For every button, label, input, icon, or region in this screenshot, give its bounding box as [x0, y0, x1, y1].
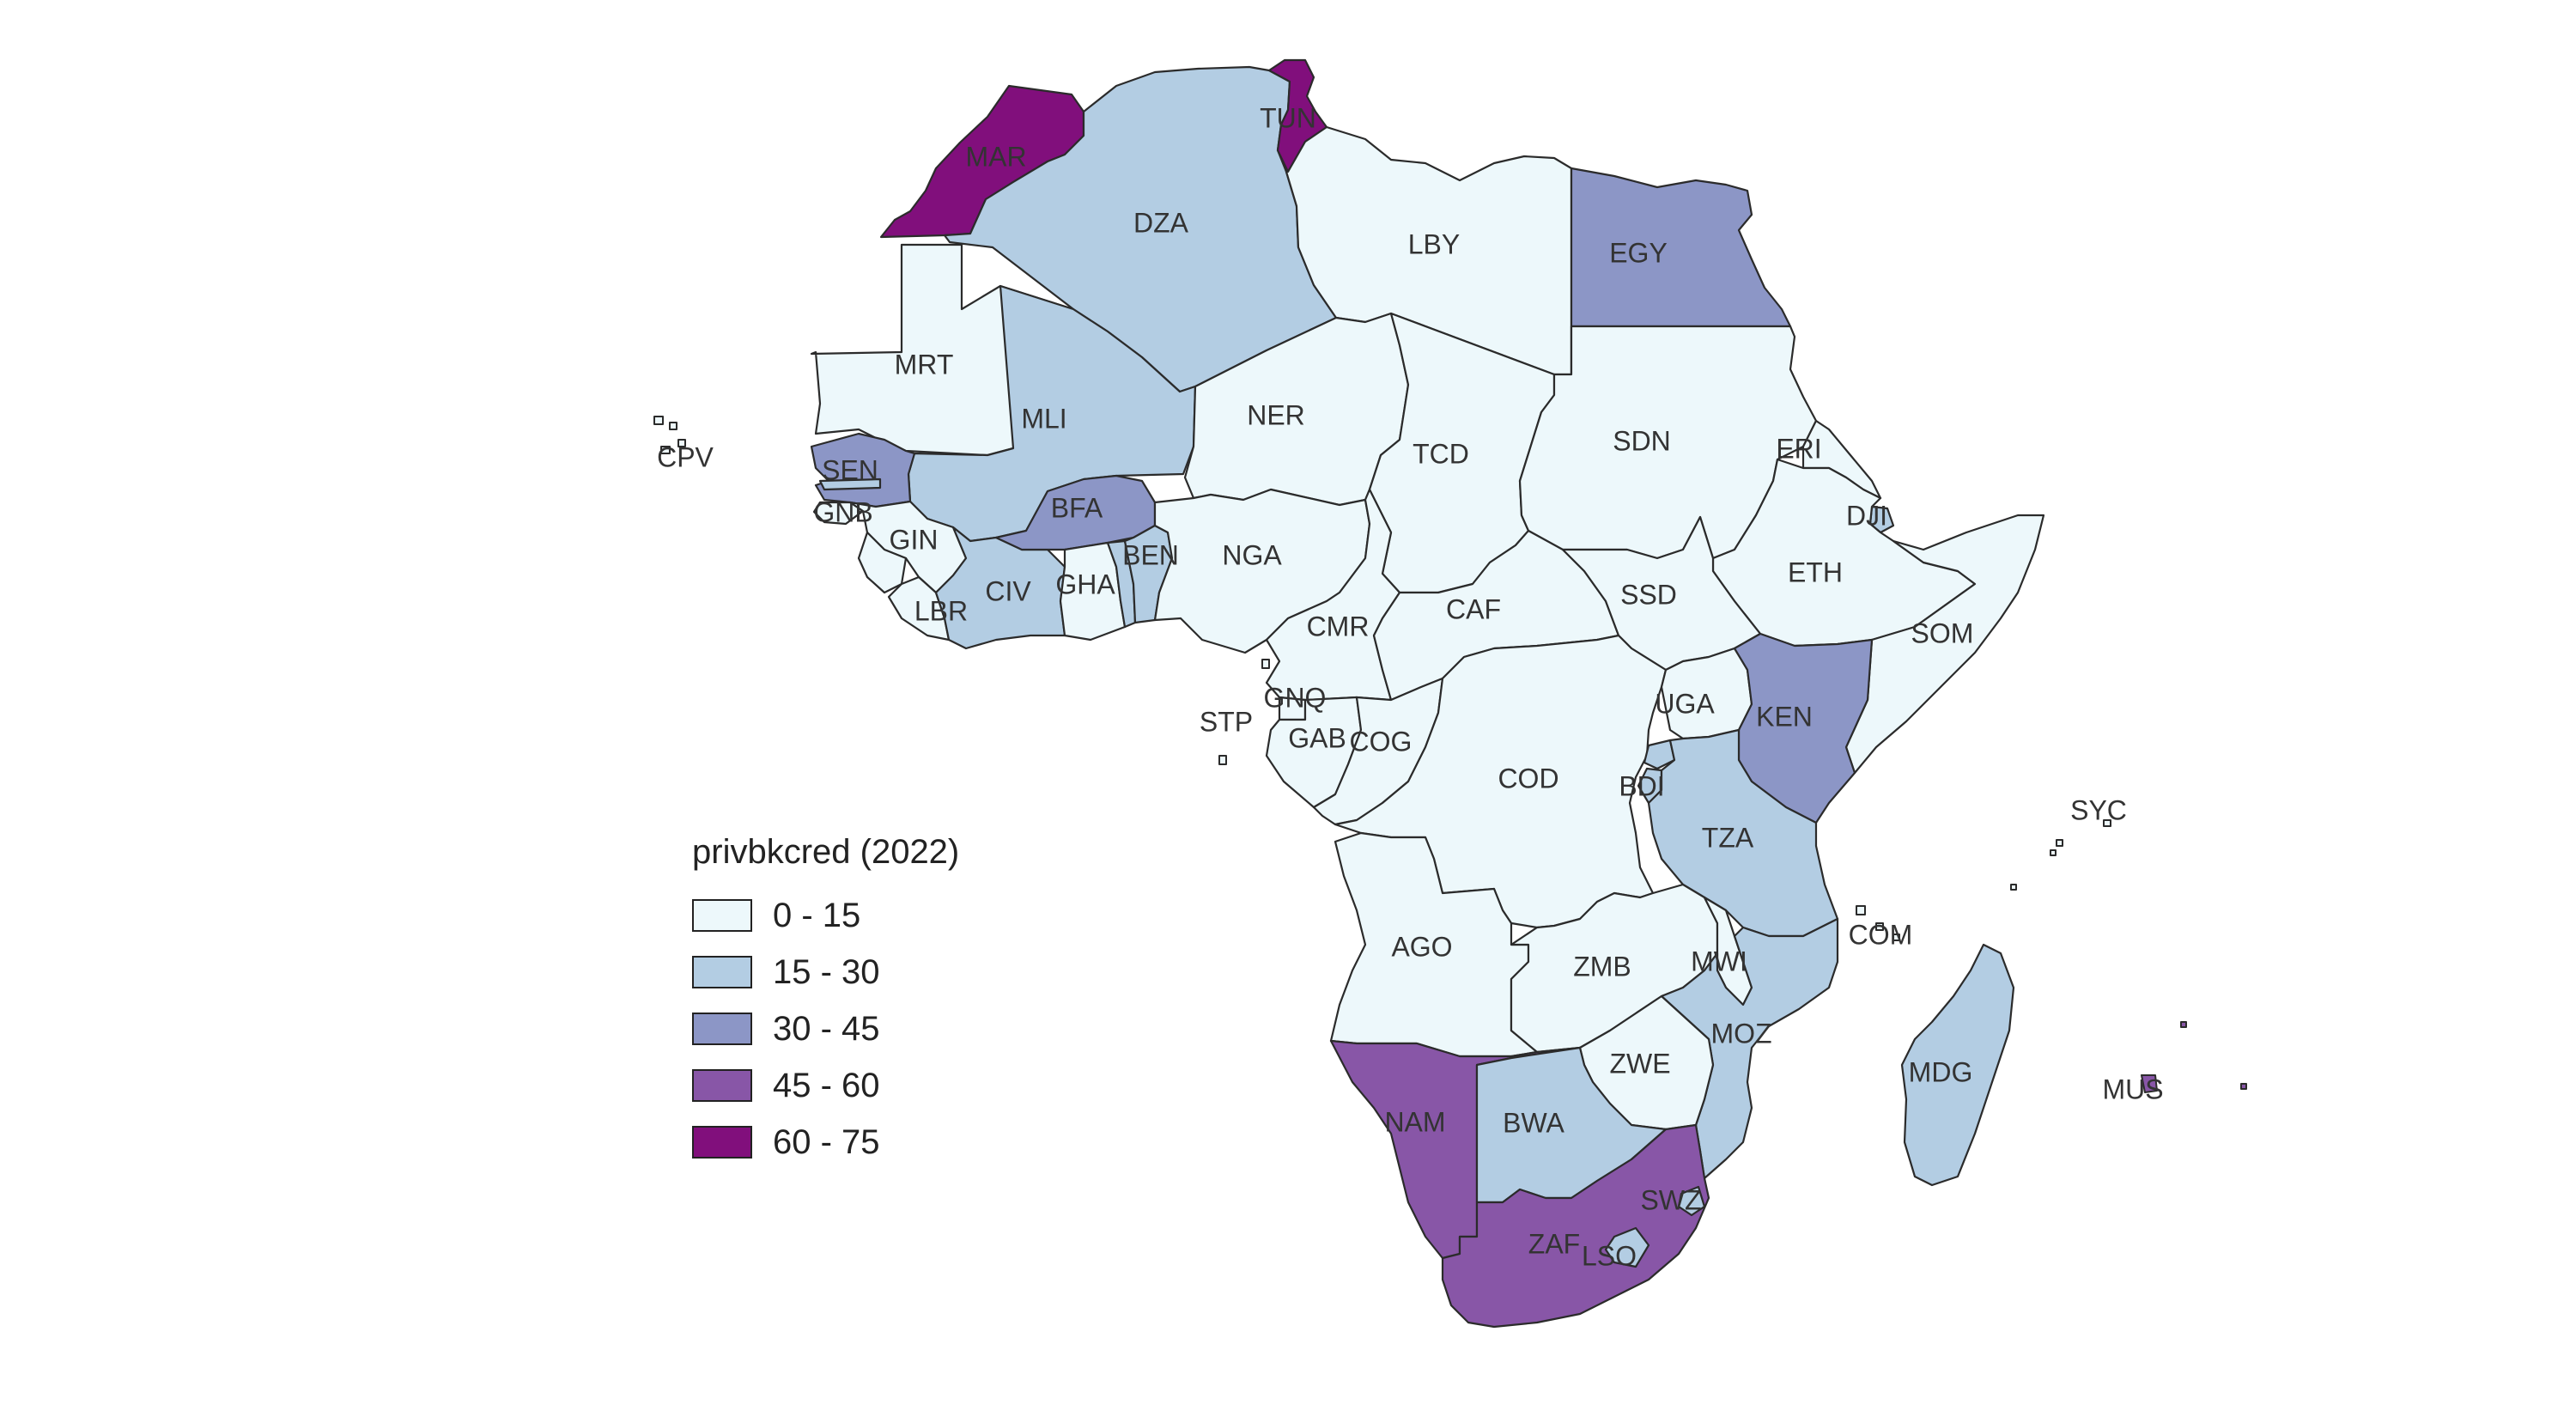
label-DJI: DJI [1846, 500, 1887, 531]
country-SWZ [1677, 1185, 1706, 1217]
legend-row: 15 - 30 [692, 944, 959, 1000]
label-TCD: TCD [1413, 438, 1469, 469]
country-ZAF [1441, 1123, 1710, 1329]
label-CMR: CMR [1307, 611, 1370, 642]
label-BDI: BDI [1619, 770, 1664, 801]
legend-row: 30 - 45 [692, 1000, 959, 1057]
label-COD: COD [1498, 763, 1558, 794]
label-CAF: CAF [1446, 593, 1501, 624]
label-SWZ: SWZ [1640, 1184, 1701, 1215]
label-DZA: DZA [1133, 207, 1189, 238]
country-MUS [2141, 1021, 2247, 1093]
label-CPV: CPV [657, 441, 714, 472]
label-LBR: LBR [914, 595, 968, 626]
country-KEN [1733, 632, 1874, 824]
label-NGA: NGA [1222, 539, 1282, 570]
legend-title: privbkcred (2022) [692, 833, 960, 871]
legend-label: 15 - 30 [773, 952, 880, 991]
country-LSO [1604, 1226, 1650, 1268]
legend-swatch [692, 1126, 752, 1159]
legend-row: 0 - 15 [692, 887, 959, 944]
label-MRT: MRT [895, 349, 954, 380]
label-SEN: SEN [822, 454, 878, 485]
legend-swatch [692, 1069, 752, 1102]
legend-label: 0 - 15 [773, 896, 861, 934]
label-NAM: NAM [1384, 1106, 1445, 1137]
label-SYC: SYC [2070, 794, 2127, 825]
label-ZMB: ZMB [1573, 951, 1631, 982]
country-RWA [1643, 739, 1676, 770]
label-SSD: SSD [1620, 579, 1677, 610]
label-GAB: GAB [1288, 722, 1346, 753]
label-MUS: MUS [2102, 1073, 2163, 1104]
label-COM: COM [1849, 919, 1913, 950]
label-LSO: LSO [1582, 1240, 1637, 1271]
label-GHA: GHA [1055, 569, 1115, 599]
label-GNB: GNB [813, 496, 872, 527]
label-BFA: BFA [1051, 492, 1103, 523]
label-TUN: TUN [1260, 102, 1316, 133]
country-SLE [857, 531, 908, 594]
label-ZWE: ZWE [1609, 1048, 1670, 1079]
legend-swatch [692, 1013, 752, 1045]
label-SDN: SDN [1613, 425, 1671, 456]
label-MWI: MWI [1691, 946, 1747, 976]
map-legend: privbkcred (2022) 0 - 15 15 - 30 30 - 45… [692, 833, 959, 1171]
country-COM [1856, 905, 1900, 941]
label-GNQ: GNQ [1264, 682, 1327, 713]
label-AGO: AGO [1391, 931, 1452, 962]
label-SOM: SOM [1911, 617, 1974, 648]
label-TZA: TZA [1702, 822, 1754, 853]
legend-row: 60 - 75 [692, 1114, 959, 1171]
label-ZAF: ZAF [1528, 1228, 1580, 1259]
country-GMB [818, 477, 882, 491]
legend-swatch [692, 956, 752, 988]
country-SYC [2010, 819, 2111, 891]
legend-row: 45 - 60 [692, 1057, 959, 1114]
country-SOM [1844, 514, 2045, 775]
country-STP [1218, 659, 1270, 765]
country-MDG [1900, 943, 2015, 1187]
label-CIV: CIV [985, 575, 1031, 606]
legend-label: 45 - 60 [773, 1066, 880, 1104]
label-KEN: KEN [1756, 701, 1813, 732]
label-COG: COG [1350, 726, 1413, 757]
label-MLI: MLI [1021, 403, 1066, 434]
label-GIN: GIN [890, 524, 939, 555]
label-NER: NER [1247, 399, 1305, 430]
legend-label: 30 - 45 [773, 1009, 880, 1048]
label-ERI: ERI [1776, 433, 1821, 464]
label-EGY: EGY [1609, 237, 1668, 268]
label-STP: STP [1200, 706, 1253, 737]
label-MOZ: MOZ [1710, 1018, 1771, 1049]
label-MDG: MDG [1909, 1056, 1973, 1087]
legend-swatch [692, 899, 752, 932]
country-CPV [653, 416, 686, 454]
label-LBY: LBY [1408, 228, 1460, 259]
label-BEN: BEN [1122, 539, 1179, 570]
legend-label: 60 - 75 [773, 1122, 880, 1161]
label-MAR: MAR [965, 141, 1026, 172]
label-BWA: BWA [1503, 1107, 1564, 1138]
label-UGA: UGA [1655, 688, 1715, 719]
label-ETH: ETH [1788, 556, 1843, 587]
